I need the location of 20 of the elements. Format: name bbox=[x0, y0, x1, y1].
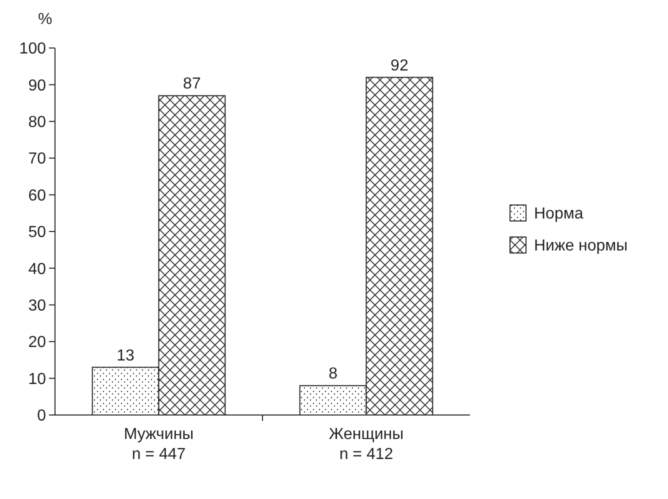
legend-label: Норма bbox=[534, 206, 584, 223]
y-axis-title: % bbox=[38, 11, 52, 28]
y-tick-label: 70 bbox=[28, 150, 46, 168]
y-tick-label: 100 bbox=[19, 40, 46, 58]
y-tick-label: 0 bbox=[37, 408, 46, 425]
data-label: 87 bbox=[183, 76, 201, 93]
y-tick-label: 90 bbox=[28, 77, 46, 94]
y-tick-label: 30 bbox=[28, 298, 46, 314]
legend-label: Ниже нормы bbox=[534, 238, 628, 255]
data-label: 8 bbox=[328, 366, 338, 383]
y-tick-label: 50 bbox=[28, 224, 46, 242]
data-label: 92 bbox=[390, 57, 408, 74]
y-tick-label: 40 bbox=[28, 260, 46, 278]
y-tick-label: 80 bbox=[28, 114, 46, 131]
y-tick-label: 10 bbox=[28, 370, 46, 388]
y-tick-label: 20 bbox=[28, 334, 46, 352]
x-tick-label: Женщины n = 412 bbox=[328, 426, 404, 463]
data-label: 13 bbox=[116, 347, 135, 364]
x-tick-label: Мужчины n = 447 bbox=[124, 426, 194, 463]
y-tick-label: 60 bbox=[28, 187, 46, 204]
